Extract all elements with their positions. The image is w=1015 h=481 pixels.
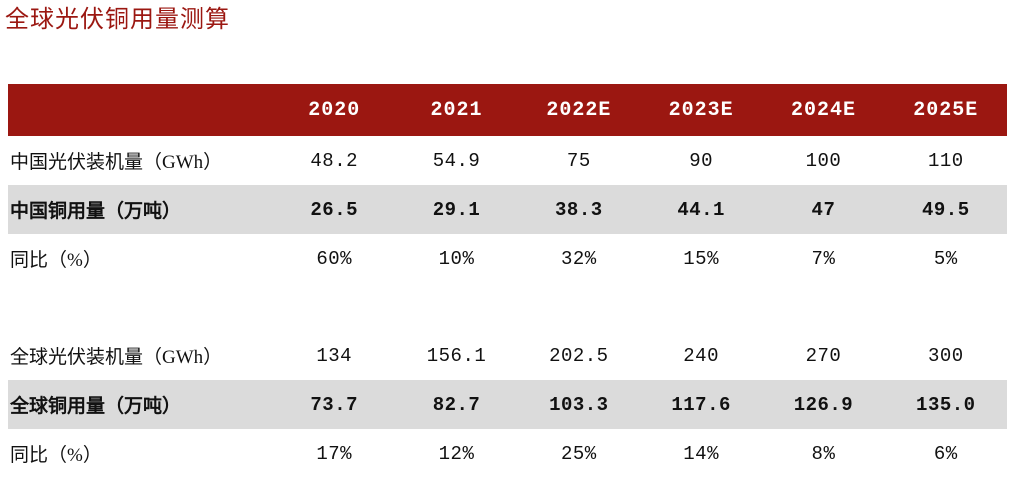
cell-value: 60%: [316, 247, 353, 270]
cell-value: 47: [811, 198, 836, 221]
cell-value: 202.5: [549, 344, 609, 367]
cell-value: 26.5: [310, 198, 358, 221]
cell-value: [885, 283, 1007, 331]
row-label: 同比（%）: [10, 250, 102, 271]
cell-value: 48.2: [310, 149, 358, 172]
cell-value: 75: [566, 149, 591, 172]
row-label: 全球铜用量（万吨）: [10, 396, 182, 417]
cell-value: 300: [927, 344, 964, 367]
table-row: 中国铜用量（万吨） 26.5 29.1 38.3 44.1 47 49.5: [8, 185, 1007, 234]
cell-value: [762, 283, 884, 331]
cell-value: 73.7: [310, 393, 358, 416]
header-cell-year: 2022E: [546, 98, 612, 122]
cell-value: 32%: [560, 247, 597, 270]
cell-value: 103.3: [549, 393, 609, 416]
row-label: 中国铜用量（万吨）: [10, 201, 182, 222]
table-row: 全球铜用量（万吨） 73.7 82.7 103.3 117.6 126.9 135.0: [8, 380, 1007, 429]
header-cell-year: 2024E: [790, 98, 856, 122]
cell-value: 49.5: [922, 198, 970, 221]
cell-value: 14%: [683, 442, 719, 465]
cell-value: 240: [683, 344, 719, 367]
cell-value: 25%: [560, 442, 597, 465]
cell-value: 7%: [811, 247, 836, 270]
cell-value: [640, 283, 762, 331]
copper-usage-table: 2020 2021 2022E 2023E 2024E 2025E 中国光伏装机量（GWh…: [8, 84, 1007, 478]
cell-value: 17%: [316, 442, 353, 465]
page-title: 全球光伏铜用量测算: [5, 7, 230, 33]
cell-value: [273, 283, 395, 331]
cell-value: 270: [805, 344, 842, 367]
cell-value: 15%: [683, 247, 719, 270]
row-label: [8, 283, 273, 331]
cell-value: 54.9: [432, 149, 481, 172]
header-cell-year: 2025E: [913, 98, 979, 122]
cell-value: 90: [689, 149, 714, 172]
row-label: 全球光伏装机量（GWh）: [10, 347, 223, 368]
cell-value: 117.6: [671, 393, 731, 416]
row-label: 中国光伏装机量（GWh）: [10, 152, 223, 173]
table-header-row: 2020 2021 2022E 2023E 2024E 2025E: [8, 84, 1007, 136]
cell-value: 82.7: [432, 393, 481, 416]
cell-value: 12%: [438, 442, 475, 465]
cell-value: 100: [805, 149, 842, 172]
header-cell-year: 2023E: [668, 98, 734, 122]
table-row: 同比（%） 60% 10% 32% 15% 7% 5%: [8, 234, 1007, 283]
cell-value: 8%: [811, 442, 836, 465]
header-cell-year: 2021: [430, 98, 483, 122]
cell-value: 5%: [933, 247, 958, 270]
header-cell-year: 2020: [308, 98, 361, 122]
cell-value: 135.0: [916, 393, 976, 416]
table-row: 中国光伏装机量（GWh） 48.2 54.9 75 90 100 110: [8, 136, 1007, 185]
cell-value: 29.1: [432, 198, 481, 221]
cell-value: 44.1: [677, 198, 725, 221]
cell-value: [518, 283, 640, 331]
cell-value: 10%: [438, 247, 475, 270]
cell-value: 38.3: [555, 198, 603, 221]
table-row: 全球光伏装机量（GWh） 134 156.1 202.5 240 270 300: [8, 331, 1007, 380]
row-label: 同比（%）: [10, 445, 102, 466]
header-cell-blank: [8, 84, 273, 136]
table-spacer-row: [8, 283, 1007, 331]
cell-value: 6%: [933, 442, 958, 465]
cell-value: 134: [316, 344, 353, 367]
cell-value: 110: [927, 149, 964, 172]
table-body: 中国光伏装机量（GWh） 48.2 54.9 75 90 100 110 中国铜用量（万吨） 2…: [8, 136, 1007, 478]
cell-value: [395, 283, 517, 331]
cell-value: 126.9: [793, 393, 854, 416]
table-row: 同比（%） 17% 12% 25% 14% 8% 6%: [8, 429, 1007, 478]
cell-value: 156.1: [426, 344, 487, 367]
